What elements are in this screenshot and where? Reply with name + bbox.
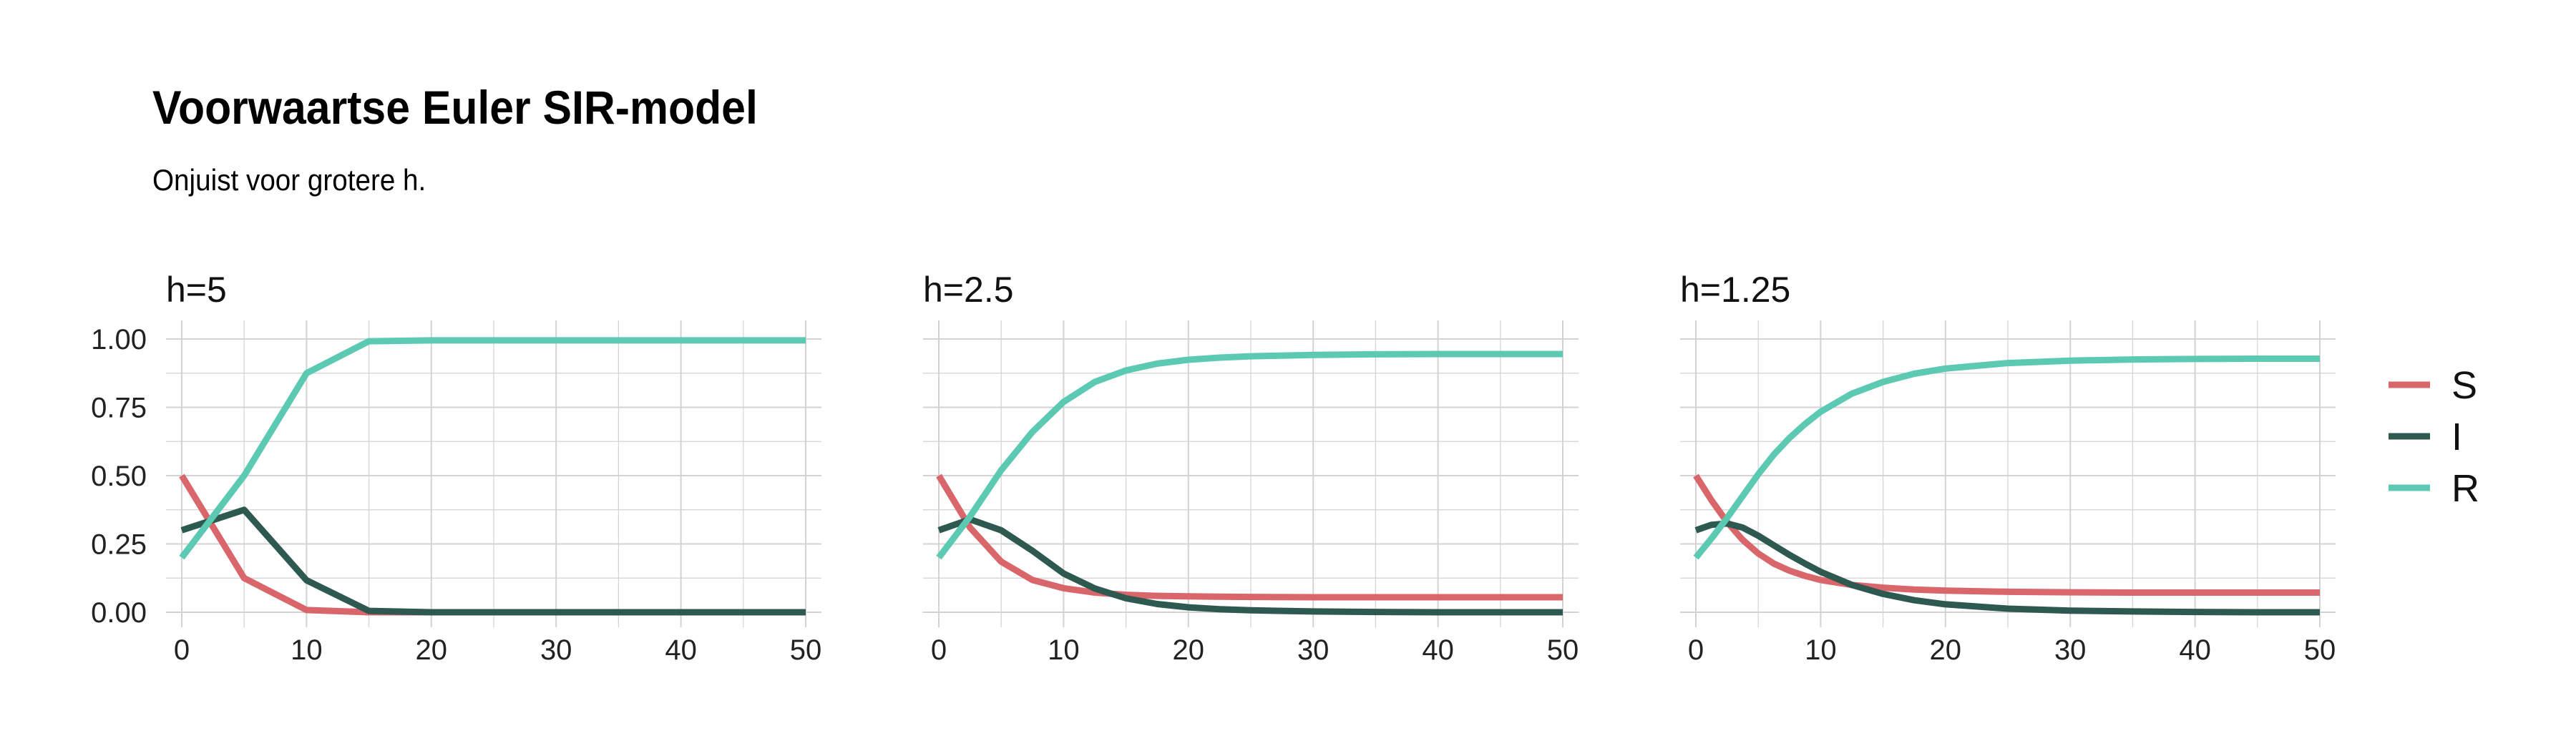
chart-title: Voorwaartse Euler SIR-model bbox=[152, 81, 758, 134]
x-tick-label: 50 bbox=[1547, 634, 1579, 666]
x-tick-label: 30 bbox=[540, 634, 572, 666]
panel-title: h=2.5 bbox=[923, 270, 1014, 310]
series-line-I bbox=[937, 516, 1563, 616]
x-tick-label: 30 bbox=[2054, 634, 2087, 666]
x-tick-label: 20 bbox=[416, 634, 448, 666]
y-tick-label: 0.25 bbox=[91, 529, 147, 561]
x-tick-label: 40 bbox=[1422, 634, 1454, 666]
x-tick-label: 0 bbox=[174, 634, 190, 666]
x-tick-label: 40 bbox=[665, 634, 697, 666]
series-line-I bbox=[1694, 520, 2320, 616]
panel-2: h=2.5 0 10 20 30 40 50 bbox=[923, 270, 1579, 666]
series-line-R bbox=[179, 337, 806, 560]
y-tick-label: 0.75 bbox=[91, 393, 147, 424]
series-line-R bbox=[1693, 355, 2320, 560]
panel-title: h=1.25 bbox=[1680, 270, 1790, 310]
panel-title: h=5 bbox=[166, 270, 227, 310]
series-line-I bbox=[180, 506, 806, 616]
y-tick-label: 1.00 bbox=[91, 324, 147, 355]
x-tick-label: 20 bbox=[1930, 634, 1962, 666]
x-tick-label: 50 bbox=[2304, 634, 2336, 666]
x-tick-label: 0 bbox=[1688, 634, 1704, 666]
legend: SIR bbox=[2389, 364, 2479, 510]
x-tick-label: 50 bbox=[790, 634, 822, 666]
legend-label-R: R bbox=[2451, 467, 2479, 510]
y-tick-label: 0.50 bbox=[91, 461, 147, 492]
x-tick-label: 10 bbox=[1048, 634, 1080, 666]
y-tick-label: 0.00 bbox=[91, 597, 147, 629]
x-tick-label: 10 bbox=[291, 634, 323, 666]
panel-1: h=5 0 10 20 30 40 50 0.00 0.25 0.50 0.75 1.00 bbox=[91, 270, 821, 666]
series-line-R bbox=[936, 350, 1563, 560]
series-line-S bbox=[936, 473, 1563, 601]
x-tick-label: 0 bbox=[931, 634, 947, 666]
legend-label-I: I bbox=[2451, 416, 2462, 458]
x-tick-label: 20 bbox=[1173, 634, 1205, 666]
chart-subtitle: Onjuist voor grotere h. bbox=[152, 163, 426, 197]
x-tick-label: 10 bbox=[1805, 634, 1837, 666]
legend-label-S: S bbox=[2451, 364, 2477, 407]
panel-3: h=1.25 0 10 20 30 40 50 bbox=[1680, 270, 2336, 666]
x-tick-label: 40 bbox=[2179, 634, 2211, 666]
x-tick-label: 30 bbox=[1297, 634, 1330, 666]
